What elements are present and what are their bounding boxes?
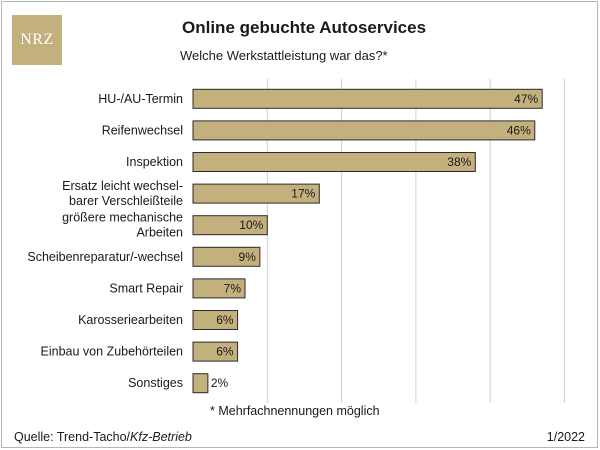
category-label-line: Scheibenreparatur/-wechsel (27, 250, 183, 264)
category-label: Sonstiges (128, 376, 183, 390)
category-label: größere mechanische Arbeiten (62, 211, 183, 240)
category-label-line: Arbeiten (136, 226, 183, 240)
category-label: Karosseriearbeiten (78, 313, 183, 327)
category-label-line: Inspektion (126, 155, 183, 169)
bar (192, 310, 239, 330)
bar-value-label: 6% (216, 313, 234, 327)
bar (192, 183, 320, 204)
bar-value-label: 47% (514, 92, 538, 106)
publication-date: 1/2022 (546, 430, 585, 444)
category-label: HU-/AU-Termin (98, 92, 183, 106)
category-label-line: HU-/AU-Termin (98, 92, 183, 106)
category-label-line: Sonstiges (128, 376, 183, 390)
bar (192, 215, 268, 236)
category-label-line: Smart Repair (109, 281, 183, 295)
category-label-line: Karosseriearbeiten (78, 313, 183, 327)
bar (192, 341, 239, 362)
category-label-line: Ersatz leicht wechsel- (62, 179, 183, 193)
bar-value-label: 17% (291, 187, 315, 201)
category-label: Smart Repair (109, 281, 183, 295)
source-prefix: Quelle: Trend-Tacho/ (14, 430, 131, 444)
chart-title: Online gebuchte Autoservices (182, 18, 427, 37)
bar (192, 278, 246, 299)
category-label-line: barer Verschleißteile (69, 194, 183, 208)
category-label-line: Einbau von Zubehörteilen (41, 345, 184, 359)
bar (192, 152, 476, 172)
source-credit: Quelle: Trend-Tacho/Kfz-Betrieb (14, 430, 192, 444)
category-label: Einbau von Zubehörteilen (41, 345, 184, 359)
bar-value-label: 6% (216, 345, 234, 359)
source-publication: Kfz-Betrieb (130, 430, 192, 444)
bar (192, 120, 536, 141)
bar (192, 88, 543, 109)
bar-value-label: 2% (211, 376, 229, 390)
category-label-line: größere mechanische (62, 211, 183, 225)
category-label: Reifenwechsel (102, 123, 183, 137)
bar (192, 246, 261, 267)
bar-value-label: 46% (507, 123, 531, 137)
bar-value-label: 38% (447, 155, 471, 169)
chart-subtitle: Welche Werkstattleistung war das?* (180, 48, 388, 63)
category-label: Scheibenreparatur/-wechsel (27, 250, 183, 264)
category-label-line: Reifenwechsel (102, 123, 183, 137)
logo-text: NRZ (20, 31, 54, 48)
bar (192, 373, 209, 394)
bar-value-label: 10% (239, 218, 263, 232)
footnote: * Mehrfachnennungen möglich (210, 404, 380, 418)
category-label: Ersatz leicht wechsel-barer Verschleißte… (62, 179, 183, 208)
bar-value-label: 7% (224, 281, 242, 295)
brand-logo: NRZ (12, 15, 62, 65)
category-label: Inspektion (126, 155, 183, 169)
bar-value-label: 9% (239, 250, 257, 264)
